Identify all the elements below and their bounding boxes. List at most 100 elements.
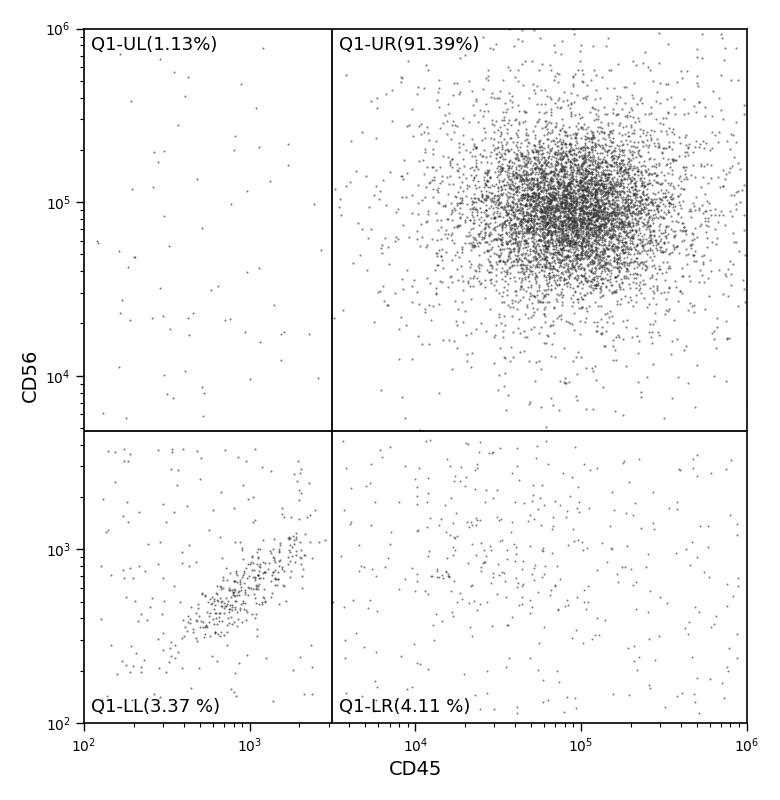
Point (668, 182, 680, 194)
Point (554, 210, 566, 222)
Point (228, 586, 240, 598)
Point (516, 24, 528, 37)
Point (594, 198, 606, 211)
Point (430, 282, 442, 294)
Point (594, 178, 606, 191)
Point (573, 214, 586, 226)
Point (577, 150, 590, 163)
Point (546, 172, 558, 185)
Point (586, 135, 598, 148)
Point (517, 175, 530, 188)
Point (385, 526, 397, 538)
Point (552, 252, 565, 265)
Point (564, 268, 576, 281)
Point (272, 544, 285, 557)
Point (519, 170, 532, 183)
Point (575, 238, 587, 251)
Point (499, 148, 512, 161)
Point (569, 229, 581, 242)
Point (667, 192, 679, 205)
Point (474, 436, 487, 449)
Point (640, 301, 653, 314)
Point (581, 177, 594, 190)
Point (624, 267, 636, 280)
Point (651, 281, 663, 294)
Point (528, 233, 541, 246)
Point (662, 203, 675, 216)
Point (528, 194, 541, 207)
Point (516, 189, 529, 202)
Point (268, 554, 280, 566)
Point (526, 228, 539, 241)
Point (577, 233, 590, 246)
Point (576, 213, 589, 226)
Point (569, 286, 582, 298)
Point (396, 170, 409, 182)
Point (576, 201, 589, 214)
Point (507, 199, 519, 212)
Point (590, 234, 602, 247)
Point (568, 194, 580, 207)
Point (578, 206, 590, 219)
Point (468, 192, 480, 205)
Point (579, 183, 591, 196)
Point (518, 213, 530, 226)
Point (557, 226, 569, 239)
Point (512, 174, 525, 187)
Point (570, 175, 583, 188)
Point (375, 383, 388, 396)
Point (557, 181, 569, 194)
Point (579, 239, 591, 252)
Point (522, 194, 534, 206)
Point (539, 239, 551, 252)
Point (591, 612, 604, 625)
Point (542, 187, 555, 200)
Point (601, 206, 613, 218)
Point (588, 187, 601, 200)
Point (528, 150, 541, 163)
Point (589, 138, 601, 151)
Point (612, 235, 625, 248)
Point (612, 234, 624, 246)
Point (530, 188, 542, 201)
Point (569, 223, 582, 236)
Point (612, 198, 624, 211)
Point (547, 510, 559, 523)
Point (541, 208, 554, 221)
Point (540, 201, 552, 214)
Point (364, 594, 377, 606)
Point (591, 190, 604, 203)
Point (225, 590, 237, 603)
Point (542, 268, 555, 281)
Point (229, 566, 242, 579)
Point (627, 299, 640, 312)
Point (512, 154, 524, 166)
Point (97, 406, 109, 419)
Point (561, 202, 573, 214)
Point (510, 250, 523, 262)
Point (491, 206, 503, 219)
Point (622, 199, 634, 212)
Point (601, 160, 613, 173)
Point (613, 263, 626, 276)
Point (520, 139, 533, 152)
Point (180, 499, 193, 512)
Point (411, 568, 424, 581)
Point (118, 572, 130, 585)
Point (552, 94, 565, 106)
Point (563, 270, 576, 282)
Point (611, 219, 623, 232)
Point (604, 216, 617, 229)
Point (720, 332, 732, 345)
Point (595, 186, 608, 199)
Point (605, 135, 618, 148)
Point (519, 234, 531, 246)
Text: Q1-LR(4.11 %): Q1-LR(4.11 %) (339, 698, 470, 716)
Point (702, 520, 714, 533)
Point (584, 170, 597, 183)
Point (517, 190, 530, 202)
Point (576, 183, 589, 196)
Point (529, 162, 541, 174)
Point (560, 138, 573, 150)
Point (548, 327, 561, 340)
